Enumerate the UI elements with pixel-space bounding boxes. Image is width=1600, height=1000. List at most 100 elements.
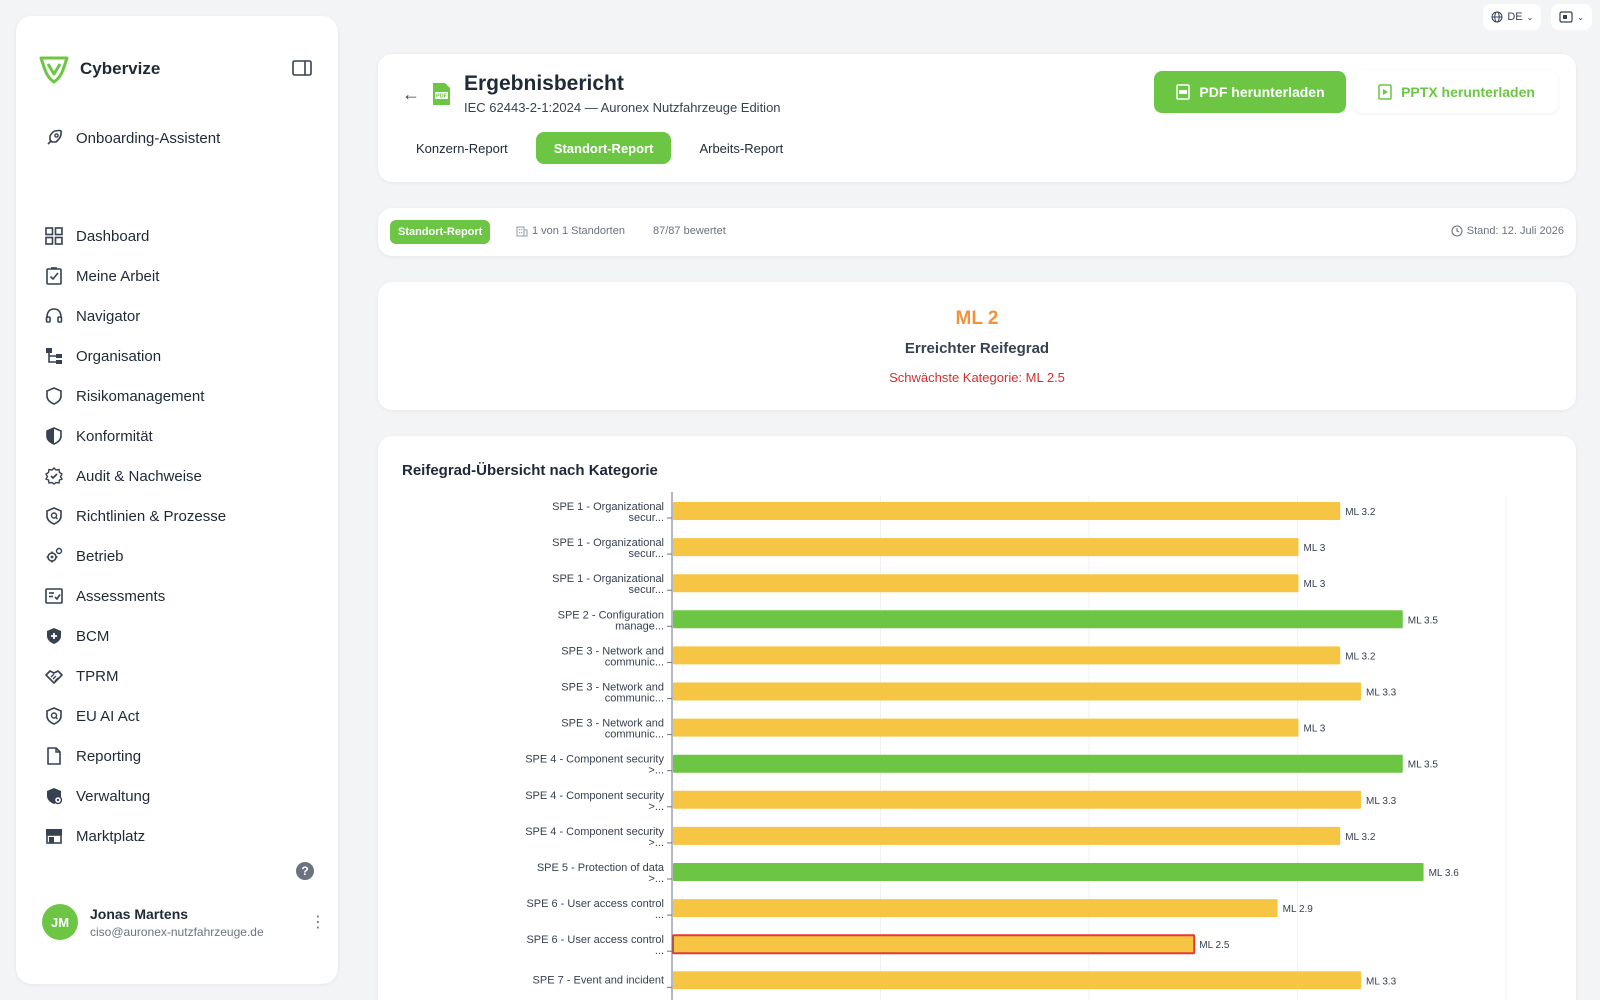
sidebar-item-label: Audit & Nachweise <box>76 467 202 485</box>
chart-category-label: SPE 3 - Network and <box>561 645 664 657</box>
sidebar-item-konformitaet[interactable]: Konformität <box>44 416 314 456</box>
chart-bar <box>673 754 1403 773</box>
maturity-level: ML 2 <box>955 308 999 329</box>
chart-category-label: >... <box>648 873 664 885</box>
chart-category-label: secur... <box>629 512 664 524</box>
globe-icon <box>1491 11 1503 23</box>
chart-category-label: secur... <box>629 584 664 596</box>
cybervize-logo-icon <box>39 56 69 84</box>
sidebar-item-bcm[interactable]: BCM <box>44 616 314 656</box>
sidebar-item-label: Verwaltung <box>76 787 151 805</box>
chart-bar <box>673 863 1424 881</box>
chart-value-label: ML 3.5 <box>1408 760 1439 771</box>
gears-icon <box>46 547 63 563</box>
chart-bar <box>673 790 1362 809</box>
user-profile[interactable]: JM Jonas Martens ciso@auronex-nutzfahrze… <box>42 904 326 940</box>
sidebar-item-label: Marktplatz <box>76 827 146 845</box>
tab-standort-report[interactable]: Standort-Report <box>535 132 672 164</box>
building-icon <box>516 226 528 237</box>
sidebar-item-richtlinien[interactable]: Richtlinien & Prozesse <box>44 496 314 536</box>
chevron-down-icon: ⌄ <box>1577 12 1584 22</box>
chart-category-label: ... <box>655 909 664 921</box>
chart-category-label: SPE 3 - Network and <box>561 718 664 730</box>
weakest-category: Schwächste Kategorie: ML 2.5 <box>889 370 1065 385</box>
sidebar-item-eu-ai-act[interactable]: EU AI Act <box>44 696 314 736</box>
sidebar-item-label: Reporting <box>76 747 142 765</box>
sidebar-item-assessments[interactable]: Assessments <box>44 576 314 616</box>
language-selector[interactable]: DE ⌄ <box>1483 4 1542 30</box>
chart-bar <box>673 899 1278 918</box>
chart-category-label: communic... <box>605 693 664 705</box>
status-badge: Standort-Report <box>390 220 491 244</box>
chart-value-label: ML 3.2 <box>1345 507 1376 518</box>
download-pdf-button[interactable]: PDF herunterladen <box>1154 71 1346 113</box>
page-subtitle: IEC 62443-2-1:2024 — Auronex Nutzfahrzeu… <box>464 100 781 115</box>
sidebar-item-organisation[interactable]: Organisation <box>44 336 314 376</box>
chart-value-label: ML 3.3 <box>1366 976 1397 987</box>
sidebar-item-tprm[interactable]: TPRM <box>44 656 314 696</box>
back-arrow-icon[interactable]: ← <box>402 84 420 104</box>
shield-icon <box>46 387 62 405</box>
chart-value-label: ML 3.2 <box>1345 832 1376 843</box>
chart-bar <box>672 934 1196 955</box>
report-tabs: Konzern-Report Standort-Report Arbeits-R… <box>398 132 801 164</box>
sidebar-item-reporting[interactable]: Reporting <box>44 736 314 776</box>
sidebar-item-label: Konformität <box>76 427 153 445</box>
shield-plus-icon <box>47 628 61 644</box>
chart-category-label: SPE 1 - Organizational <box>552 573 664 585</box>
chart-category-label: SPE 3 - Network and <box>561 682 664 694</box>
chart-bar <box>673 971 1362 990</box>
sidebar-item-label: Onboarding-Assistent <box>76 129 221 147</box>
sidebar-item-label: EU AI Act <box>76 707 140 725</box>
chart-value-label: ML 2.9 <box>1283 904 1314 915</box>
sidebar-item-label: BCM <box>76 627 110 645</box>
sidebar-item-navigator[interactable]: Navigator <box>44 296 314 336</box>
sidebar-item-onboarding[interactable]: Onboarding-Assistent <box>44 128 220 148</box>
brand-name: Cybervize <box>80 59 161 78</box>
chart-category-label: SPE 1 - Organizational <box>552 501 664 513</box>
sidebar-item-label: Risikomanagement <box>76 387 205 405</box>
shield-search-icon <box>46 707 62 725</box>
chart-category-label: SPE 5 - Protection of data <box>537 862 665 874</box>
chart-category-label: ... <box>655 945 664 957</box>
shield-search-icon <box>46 507 62 525</box>
sidebar-item-meine-arbeit[interactable]: Meine Arbeit <box>44 256 314 296</box>
sidebar-item-risikomanagement[interactable]: Risikomanagement <box>44 376 314 416</box>
page-title: Ergebnisbericht <box>464 72 624 95</box>
sidebar-nav: Dashboard Meine Arbeit Navigator Organis… <box>44 216 314 856</box>
tab-konzern-report[interactable]: Konzern-Report <box>416 140 508 156</box>
sidebar-item-label: Navigator <box>76 307 141 325</box>
chart-category-label: manage... <box>615 620 664 632</box>
sidebar-item-label: Meine Arbeit <box>76 267 160 285</box>
sidebar-item-betrieb[interactable]: Betrieb <box>44 536 314 576</box>
maturity-chart-card: SPE 1 - Organizational secur... ML 3.2 SPE … <box>378 436 1576 1000</box>
shield-half-icon <box>46 427 62 445</box>
download-pptx-button[interactable]: PPTX herunterladen <box>1354 71 1558 113</box>
more-vertical-icon[interactable]: ⋮ <box>310 914 326 931</box>
help-icon[interactable]: ? <box>296 862 314 880</box>
sidebar-toggle-icon[interactable] <box>292 60 312 76</box>
sidebar-item-label: Organisation <box>76 347 162 365</box>
rocket-icon <box>47 129 62 145</box>
rated-count: 87/87 bewertet <box>653 225 726 237</box>
view-selector[interactable]: ⌄ <box>1551 4 1592 30</box>
brand[interactable]: Cybervize <box>38 54 160 84</box>
report-header: ← PDF Ergebnisbericht IEC 62443-2-1:2024… <box>378 54 1576 182</box>
chart-value-label: ML 2.5 <box>1199 940 1230 951</box>
sidebar-item-audit[interactable]: Audit & Nachweise <box>44 456 314 496</box>
sidebar-item-verwaltung[interactable]: Verwaltung <box>44 776 314 816</box>
sidebar-item-dashboard[interactable]: Dashboard <box>44 216 314 256</box>
badge-check-icon <box>44 467 64 485</box>
chart-value-label: ML 3.5 <box>1408 615 1439 626</box>
user-email: ciso@auronex-nutzfahrzeuge.de <box>90 924 264 939</box>
document-icon <box>47 747 61 765</box>
report-date: Stand: 12. Juli 2026 <box>1451 225 1564 237</box>
pdf-file-icon: PDF <box>433 83 450 105</box>
sidebar-item-marktplatz[interactable]: Marktplatz <box>44 816 314 856</box>
chart-value-label: ML 3.3 <box>1366 688 1397 699</box>
report-date-text: Stand: 12. Juli 2026 <box>1466 225 1564 237</box>
tab-arbeits-report[interactable]: Arbeits-Report <box>699 140 784 156</box>
chart-bar <box>673 826 1341 845</box>
chart-category-label: communic... <box>605 656 664 668</box>
